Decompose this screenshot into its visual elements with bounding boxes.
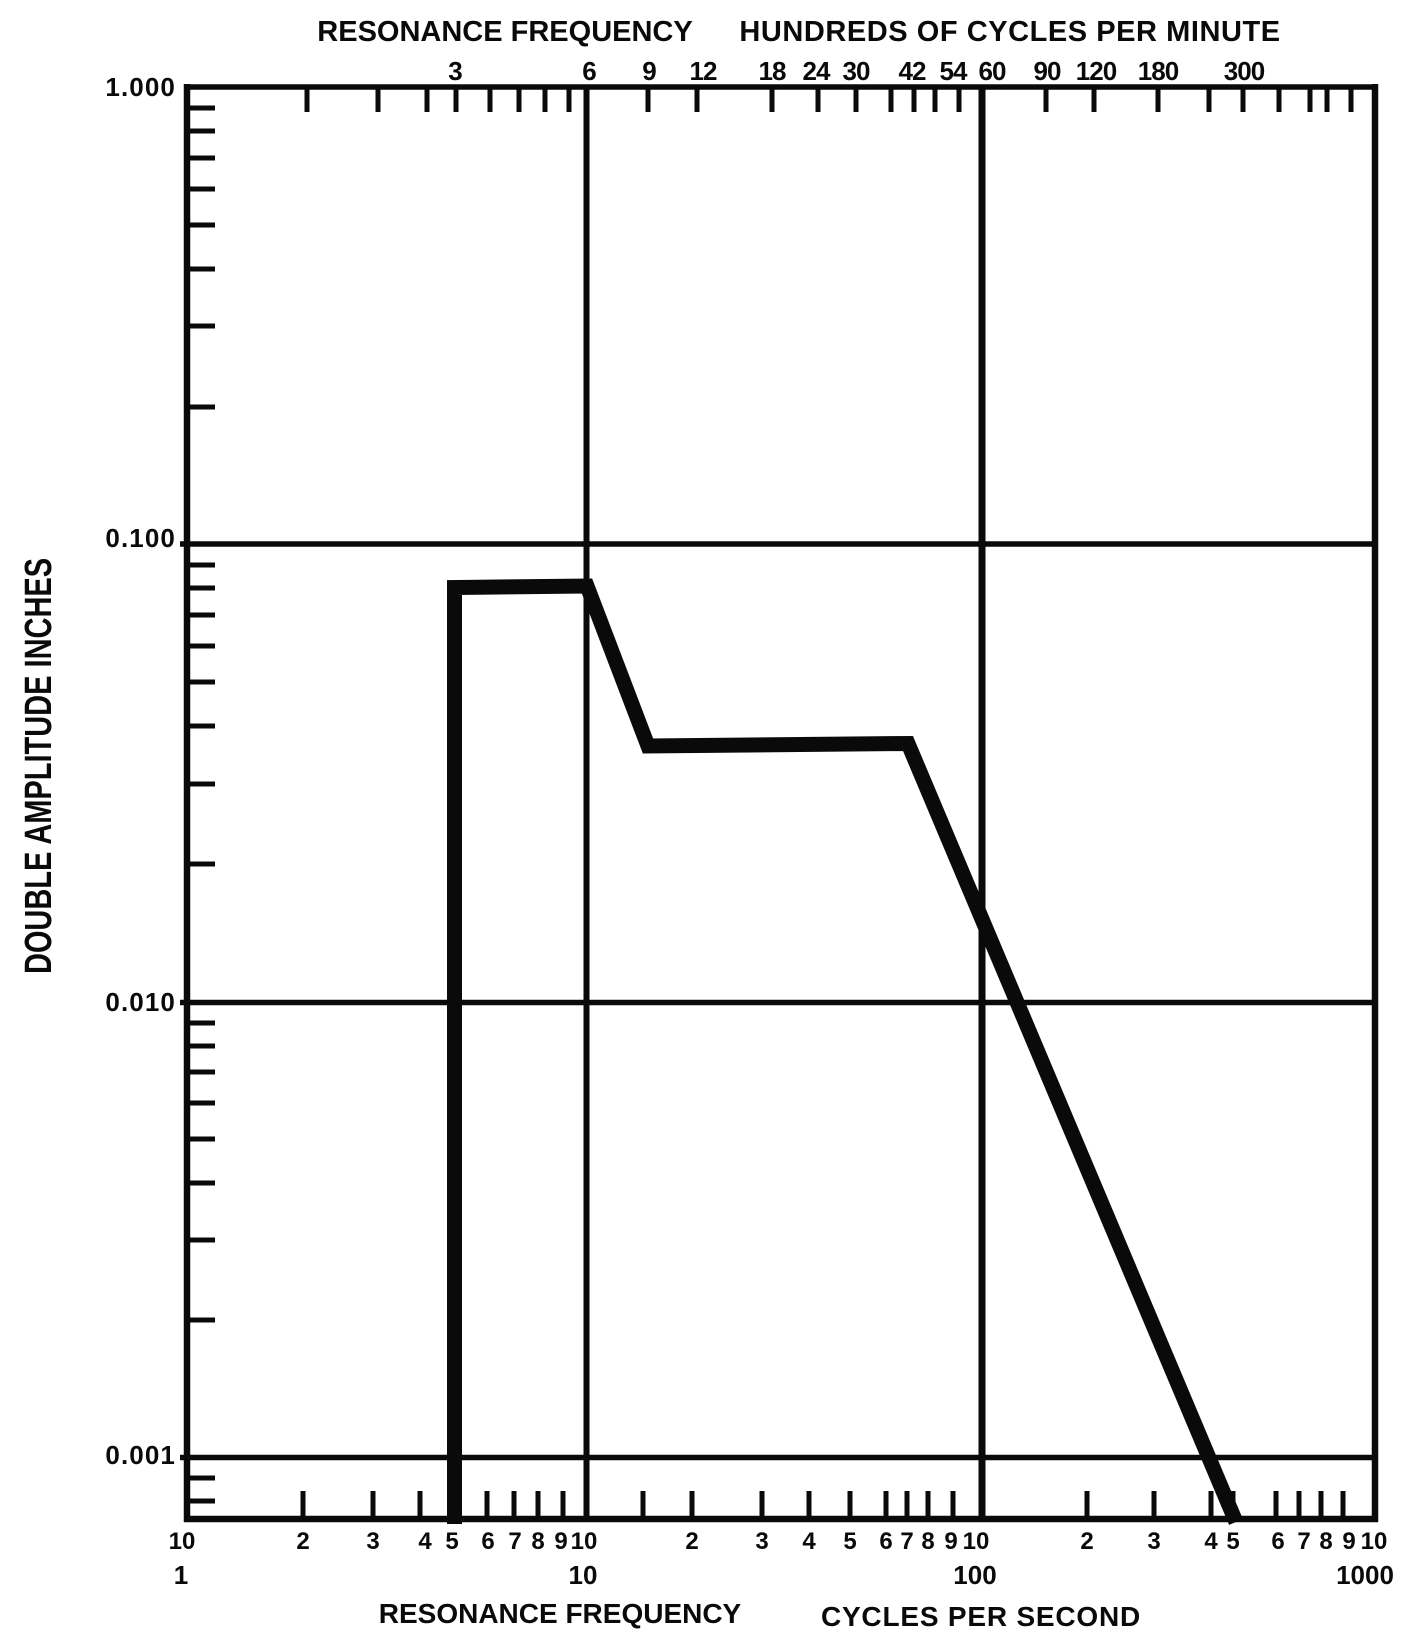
svg-text:DOUBLE AMPLITUDE INCHES: DOUBLE AMPLITUDE INCHES <box>18 558 59 974</box>
svg-text:HUNDREDS OF CYCLES PER MINUTE: HUNDREDS OF CYCLES PER MINUTE <box>739 16 1280 48</box>
svg-text:10: 10 <box>1361 1528 1388 1555</box>
svg-text:24: 24 <box>803 56 831 86</box>
svg-text:10: 10 <box>571 1528 598 1555</box>
svg-text:1.000: 1.000 <box>105 72 176 102</box>
svg-text:18: 18 <box>759 56 786 86</box>
svg-text:54: 54 <box>940 56 968 86</box>
svg-text:3: 3 <box>366 1528 379 1555</box>
svg-text:300: 300 <box>1224 56 1265 86</box>
svg-text:5: 5 <box>843 1528 856 1555</box>
svg-text:4: 4 <box>1204 1528 1218 1555</box>
svg-text:30: 30 <box>843 56 870 86</box>
svg-text:42: 42 <box>899 56 926 86</box>
svg-text:0.010: 0.010 <box>105 987 176 1017</box>
svg-text:9: 9 <box>554 1528 567 1555</box>
svg-text:1: 1 <box>174 1560 188 1590</box>
svg-text:3: 3 <box>1147 1528 1160 1555</box>
svg-text:6: 6 <box>582 56 596 86</box>
svg-text:7: 7 <box>1297 1528 1310 1555</box>
svg-text:8: 8 <box>921 1528 934 1555</box>
svg-text:120: 120 <box>1076 56 1117 86</box>
svg-text:5: 5 <box>1226 1528 1239 1555</box>
svg-text:7: 7 <box>508 1528 521 1555</box>
svg-text:RESONANCE FREQUENCY: RESONANCE FREQUENCY <box>379 1598 742 1629</box>
svg-text:8: 8 <box>531 1528 544 1555</box>
svg-text:6: 6 <box>879 1528 892 1555</box>
svg-text:4: 4 <box>418 1528 432 1555</box>
svg-text:7: 7 <box>900 1528 913 1555</box>
svg-text:9: 9 <box>1342 1528 1355 1555</box>
svg-text:RESONANCE FREQUENCY: RESONANCE FREQUENCY <box>317 16 692 48</box>
svg-text:2: 2 <box>1080 1528 1093 1555</box>
svg-text:10: 10 <box>569 1560 598 1590</box>
svg-text:3: 3 <box>448 56 462 86</box>
svg-text:5: 5 <box>445 1528 458 1555</box>
svg-text:8: 8 <box>1319 1528 1332 1555</box>
svg-text:10: 10 <box>963 1528 990 1555</box>
svg-text:100: 100 <box>953 1560 996 1590</box>
svg-text:9: 9 <box>642 56 656 86</box>
svg-text:6: 6 <box>481 1528 494 1555</box>
svg-text:9: 9 <box>944 1528 957 1555</box>
svg-text:0.100: 0.100 <box>105 523 176 553</box>
svg-text:1000: 1000 <box>1336 1560 1394 1590</box>
svg-text:180: 180 <box>1138 56 1179 86</box>
svg-text:0.001: 0.001 <box>105 1440 176 1470</box>
svg-text:4: 4 <box>802 1528 816 1555</box>
svg-text:2: 2 <box>685 1528 698 1555</box>
svg-text:3: 3 <box>755 1528 768 1555</box>
svg-text:2: 2 <box>296 1528 309 1555</box>
svg-text:6: 6 <box>1271 1528 1284 1555</box>
svg-text:10: 10 <box>169 1528 196 1555</box>
svg-text:60: 60 <box>979 56 1006 86</box>
svg-text:12: 12 <box>690 56 717 86</box>
svg-text:90: 90 <box>1034 56 1061 86</box>
svg-text:CYCLES PER SECOND: CYCLES PER SECOND <box>821 1601 1141 1632</box>
